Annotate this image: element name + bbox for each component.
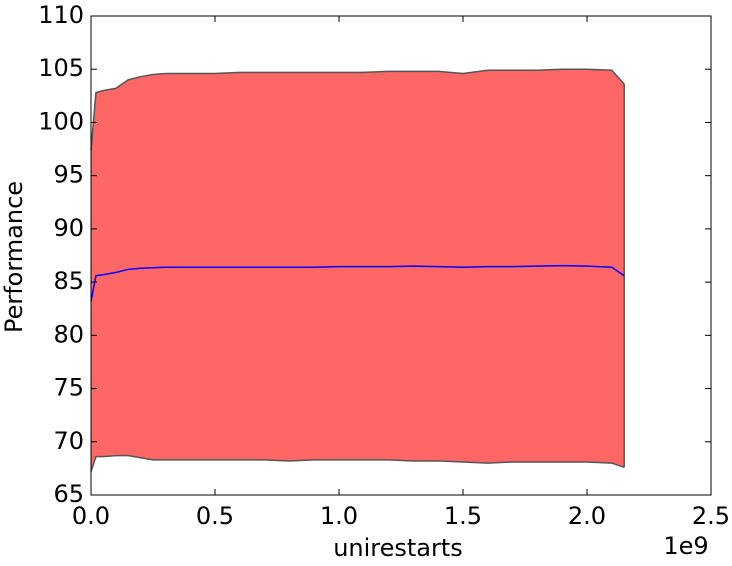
x-tick-label: 0.0: [72, 502, 110, 530]
y-tick-label: 75: [53, 374, 84, 402]
x-tick-label: 1.0: [320, 502, 358, 530]
y-tick-label: 100: [38, 107, 84, 135]
x-tick-label: 2.0: [568, 502, 606, 530]
x-offset-label: 1e9: [663, 532, 708, 560]
y-axis-label: Performance: [0, 181, 28, 333]
plot-frame: [90, 15, 712, 496]
y-tick-label: 110: [38, 1, 84, 29]
y-tick-label: 70: [53, 427, 84, 455]
y-tick-label: 85: [53, 267, 84, 295]
band-edge: [90, 454, 625, 472]
x-tick-label: 0.5: [196, 502, 234, 530]
band-edge: [90, 68, 625, 151]
x-axis-label: unirestarts: [333, 534, 463, 562]
y-tick-label: 80: [53, 320, 84, 348]
y-tick-label: 95: [53, 161, 84, 189]
x-tick-label: 2.5: [692, 502, 730, 530]
y-tick-label: 90: [53, 214, 84, 242]
y-tick-label: 65: [53, 480, 84, 508]
x-tick-label: 1.5: [444, 502, 482, 530]
band-area: [91, 69, 625, 472]
y-tick-label: 105: [38, 54, 84, 82]
mean-line: [90, 264, 625, 302]
